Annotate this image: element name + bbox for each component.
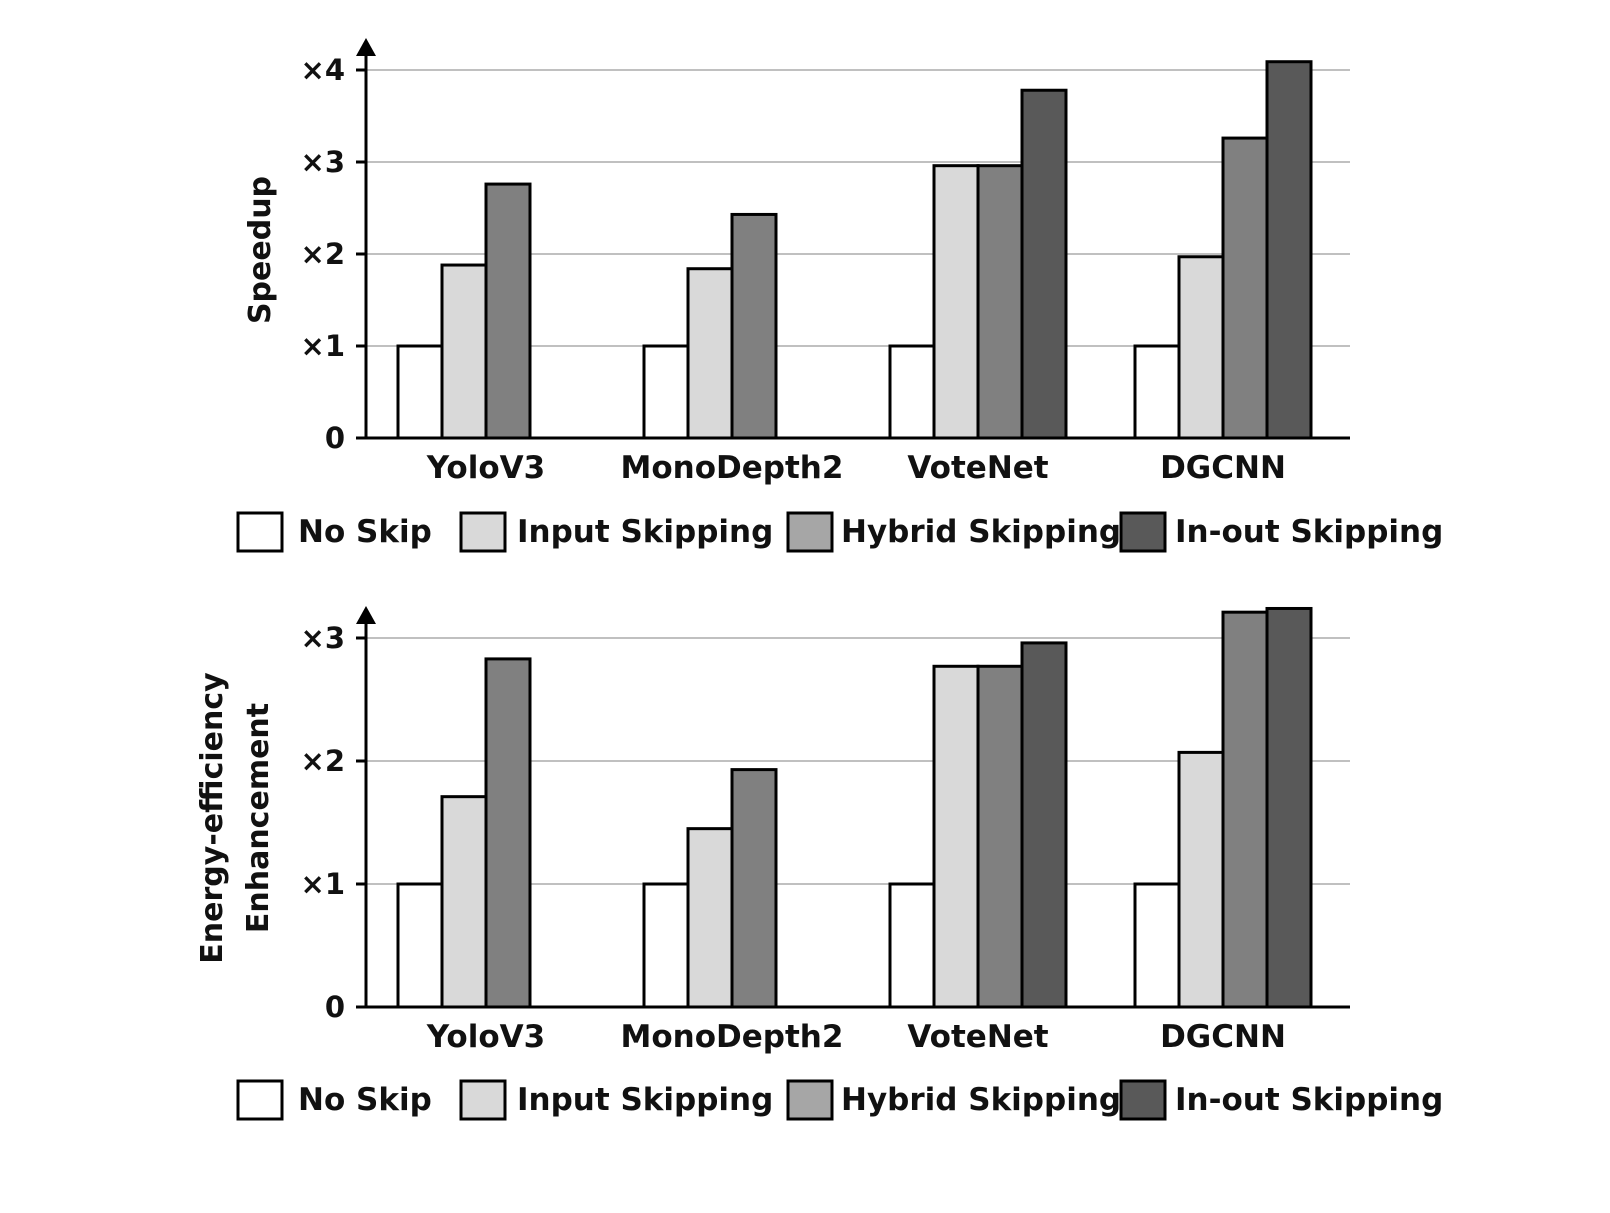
- legend-swatch-no-skip: [236, 1079, 284, 1121]
- bar-hybrid-skipping-votenet: [976, 164, 1024, 440]
- legend-label-no-skip: No Skip: [298, 1082, 432, 1118]
- y-tick-label: ×4: [301, 53, 345, 87]
- category-label: DGCNN: [1160, 1019, 1286, 1055]
- y-tick-label: 0: [325, 990, 345, 1024]
- legend-swatch-inout-skipping: [1119, 511, 1167, 553]
- bar-input-skipping-monodepth2: [686, 827, 734, 1009]
- category-label: MonoDepth2: [621, 450, 844, 486]
- bar-hybrid-skipping-yolov3: [484, 182, 532, 440]
- bar-input-skipping-monodepth2: [686, 267, 734, 440]
- speedup-legend: No Skip Input Skipping Hybrid Skipping In-o…: [236, 511, 1443, 553]
- bar-input-skipping-votenet: [932, 164, 980, 440]
- category-label: YoloV3: [426, 1019, 545, 1055]
- legend-label-inout-skipping: In-out Skipping: [1175, 1082, 1443, 1118]
- y-tick-label: 0: [325, 421, 345, 455]
- legend-label-input-skipping: Input Skipping: [517, 1082, 773, 1118]
- bar-hybrid-skipping-monodepth2: [730, 768, 778, 1009]
- bar-hybrid-skipping-yolov3: [484, 657, 532, 1009]
- bar-input-skipping-dgcnn: [1177, 255, 1225, 440]
- bar-input-skipping-votenet: [932, 664, 980, 1009]
- bar-inout-skipping-votenet: [1020, 88, 1068, 440]
- category-label: DGCNN: [1160, 450, 1286, 486]
- legend-swatch-hybrid-skipping: [786, 1079, 834, 1121]
- y-axis-arrow: [356, 38, 376, 56]
- bar-no-skip-dgcnn: [1133, 344, 1181, 440]
- legend-label-inout-skipping: In-out Skipping: [1175, 514, 1443, 550]
- y-tick-label: ×3: [301, 621, 345, 655]
- bar-no-skip-yolov3: [396, 344, 444, 440]
- y-axis-title: Energy-efficiency: [195, 672, 230, 964]
- energy-efficiency-chart: YoloV3 MonoDepth2 VoteNet DGCNN 0 ×1 ×2 ×3 Energ…: [195, 606, 1350, 1055]
- bar-no-skip-dgcnn: [1133, 882, 1181, 1009]
- legend-swatch-no-skip: [236, 511, 284, 553]
- bar-hybrid-skipping-monodepth2: [730, 212, 778, 440]
- bar-no-skip-monodepth2: [642, 882, 690, 1009]
- bar-hybrid-skipping-dgcnn: [1221, 610, 1269, 1009]
- legend-label-input-skipping: Input Skipping: [517, 514, 773, 550]
- category-label: VoteNet: [907, 450, 1048, 486]
- legend-swatch-hybrid-skipping: [786, 511, 834, 553]
- bar-inout-skipping-votenet: [1020, 641, 1068, 1009]
- category-label: MonoDepth2: [621, 1019, 844, 1055]
- bar-input-skipping-yolov3: [440, 795, 488, 1009]
- category-label: YoloV3: [426, 450, 545, 486]
- bar-inout-skipping-dgcnn: [1265, 606, 1313, 1009]
- y-axis-title: Speedup: [243, 176, 278, 324]
- legend-swatch-input-skipping: [459, 1079, 507, 1121]
- bar-no-skip-votenet: [888, 344, 936, 440]
- category-label: VoteNet: [907, 1019, 1048, 1055]
- legend-label-hybrid-skipping: Hybrid Skipping: [841, 514, 1121, 550]
- legend-label-no-skip: No Skip: [298, 514, 432, 550]
- y-tick-label: ×1: [301, 867, 345, 901]
- bar-input-skipping-dgcnn: [1177, 750, 1225, 1009]
- bar-inout-skipping-dgcnn: [1265, 60, 1313, 440]
- bar-hybrid-skipping-votenet: [976, 664, 1024, 1009]
- energy-efficiency-legend: No Skip Input Skipping Hybrid Skipping In-o…: [236, 1079, 1443, 1121]
- legend-swatch-input-skipping: [459, 511, 507, 553]
- y-axis-arrow: [356, 606, 376, 624]
- bar-no-skip-monodepth2: [642, 344, 690, 440]
- y-tick-label: ×2: [301, 237, 345, 271]
- speedup-chart: YoloV3 MonoDepth2 VoteNet DGCNN 0 ×1 ×2 ×3 ×4 Spe…: [243, 38, 1350, 486]
- bar-hybrid-skipping-dgcnn: [1221, 136, 1269, 440]
- legend-label-hybrid-skipping: Hybrid Skipping: [841, 1082, 1121, 1118]
- bar-no-skip-yolov3: [396, 882, 444, 1009]
- y-tick-label: ×3: [301, 145, 345, 179]
- y-tick-label: ×2: [301, 744, 345, 778]
- bar-input-skipping-yolov3: [440, 263, 488, 440]
- bar-no-skip-votenet: [888, 882, 936, 1009]
- y-axis-title: Enhancement: [241, 703, 276, 933]
- legend-swatch-inout-skipping: [1119, 1079, 1167, 1121]
- y-tick-label: ×1: [301, 329, 345, 363]
